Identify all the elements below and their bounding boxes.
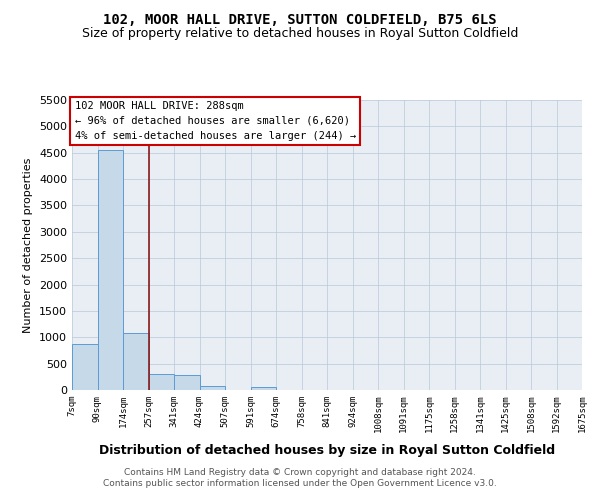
Text: Contains HM Land Registry data © Crown copyright and database right 2024.
Contai: Contains HM Land Registry data © Crown c…: [103, 468, 497, 487]
Bar: [72, 344, 97, 390]
Bar: [251, 387, 276, 390]
Y-axis label: Number of detached properties: Number of detached properties: [23, 158, 34, 332]
Text: Size of property relative to detached houses in Royal Sutton Coldfield: Size of property relative to detached ho…: [82, 28, 518, 40]
Bar: [97, 150, 123, 390]
X-axis label: Distribution of detached houses by size in Royal Sutton Coldfield: Distribution of detached houses by size …: [99, 444, 555, 456]
Text: 102 MOOR HALL DRIVE: 288sqm
← 96% of detached houses are smaller (6,620)
4% of s: 102 MOOR HALL DRIVE: 288sqm ← 96% of det…: [74, 101, 356, 140]
Bar: [174, 375, 199, 390]
Bar: [199, 386, 225, 390]
Text: 102, MOOR HALL DRIVE, SUTTON COLDFIELD, B75 6LS: 102, MOOR HALL DRIVE, SUTTON COLDFIELD, …: [103, 12, 497, 26]
Bar: [149, 374, 174, 390]
Bar: [123, 333, 149, 390]
